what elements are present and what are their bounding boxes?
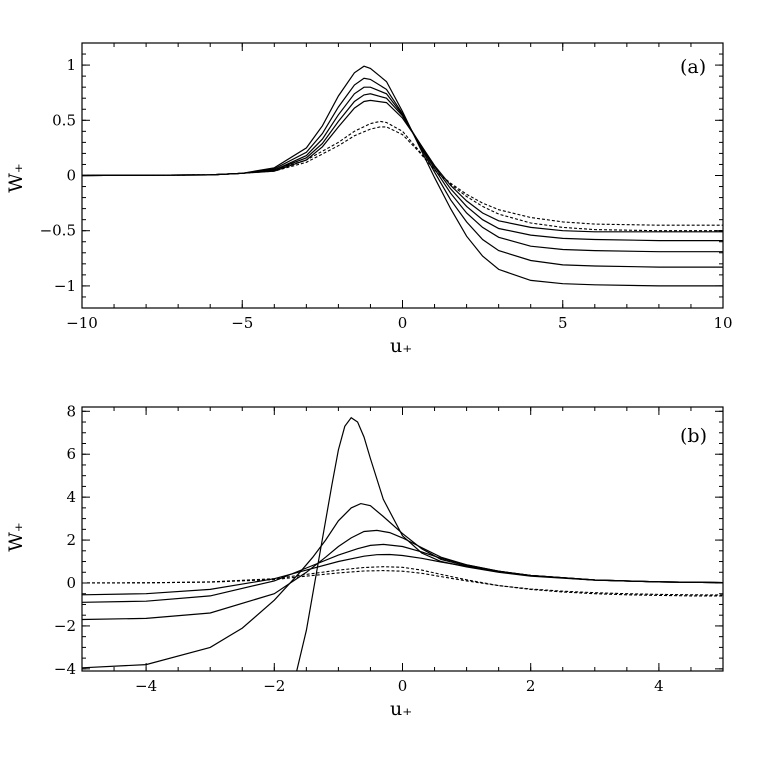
panel-a-x-tick-label: −5	[231, 314, 253, 332]
panel-b-x-tick-label: −2	[263, 677, 285, 695]
panel-a-ylabel: W₊	[5, 163, 27, 193]
panel-b-series-7	[82, 570, 723, 596]
panel-a-y-tick-label: 0.5	[52, 111, 76, 129]
panel-b-ticks: −4 −2 0 2 4 −4 −2 0 2 4 6 8	[54, 402, 724, 695]
panel-b-series-2	[82, 502, 723, 669]
panel-a-series-5	[82, 99, 723, 233]
panel-a-x-tick-label: −10	[66, 314, 98, 332]
panel-b-y-tick-label: 8	[66, 402, 76, 420]
panel-b-label: (b)	[680, 425, 707, 447]
panel-a-y-tick-label: −1	[54, 277, 76, 295]
panel-b-series-3	[82, 529, 723, 621]
panel-b-x-tick-label: 2	[526, 677, 536, 695]
panel-a-curves	[82, 65, 723, 287]
panel-a-series-7	[82, 126, 723, 226]
panel-a-label: (a)	[680, 56, 706, 78]
panel-a-series-6	[82, 120, 723, 232]
panel-a-x-tick-label: 5	[558, 314, 568, 332]
panel-a-xlabel: u₊	[390, 335, 412, 357]
panel-b-y-tick-label: 0	[66, 574, 76, 592]
panel-b-y-tick-label: 4	[66, 488, 76, 506]
panel-b-x-tick-label: 4	[654, 677, 664, 695]
panel-b-series-6	[82, 566, 723, 597]
panel-b: (b) u₊ W₊ −4 −2 0 2 4 −4 −2 0 2 4 6 8	[5, 402, 724, 720]
panel-b-y-tick-label: 2	[66, 531, 76, 549]
panel-b-series-5	[82, 553, 723, 596]
panel-a: (a) u₊ W₊ −10 −5 0 5 10 −1 −0.5 0 0.5 1	[5, 42, 733, 357]
panel-a-series-2	[82, 77, 723, 268]
panel-b-ylabel: W₊	[5, 522, 27, 552]
panel-a-series-3	[82, 86, 723, 253]
panel-a-x-tick-label: 0	[398, 314, 408, 332]
panel-b-x-tick-label: 0	[398, 677, 408, 695]
panel-a-y-tick-label: −0.5	[40, 222, 76, 240]
panel-b-series-1	[296, 416, 723, 671]
panel-b-xlabel: u₊	[390, 698, 412, 720]
panel-b-y-tick-label: −2	[54, 617, 76, 635]
panel-b-y-tick-label: 6	[66, 445, 76, 463]
panel-a-x-tick-label: 10	[713, 314, 732, 332]
panel-a-y-tick-label: 0	[66, 167, 76, 185]
panel-a-y-tick-label: 1	[66, 56, 76, 74]
panel-b-y-tick-label: −4	[54, 660, 76, 678]
panel-b-curves	[82, 416, 723, 671]
panel-b-frame	[81, 406, 724, 672]
panel-a-series-4	[82, 93, 723, 242]
panel-a-series-1	[82, 65, 723, 287]
panel-b-x-tick-label: −4	[135, 677, 157, 695]
panel-a-ticks: −10 −5 0 5 10 −1 −0.5 0 0.5 1	[40, 42, 733, 332]
